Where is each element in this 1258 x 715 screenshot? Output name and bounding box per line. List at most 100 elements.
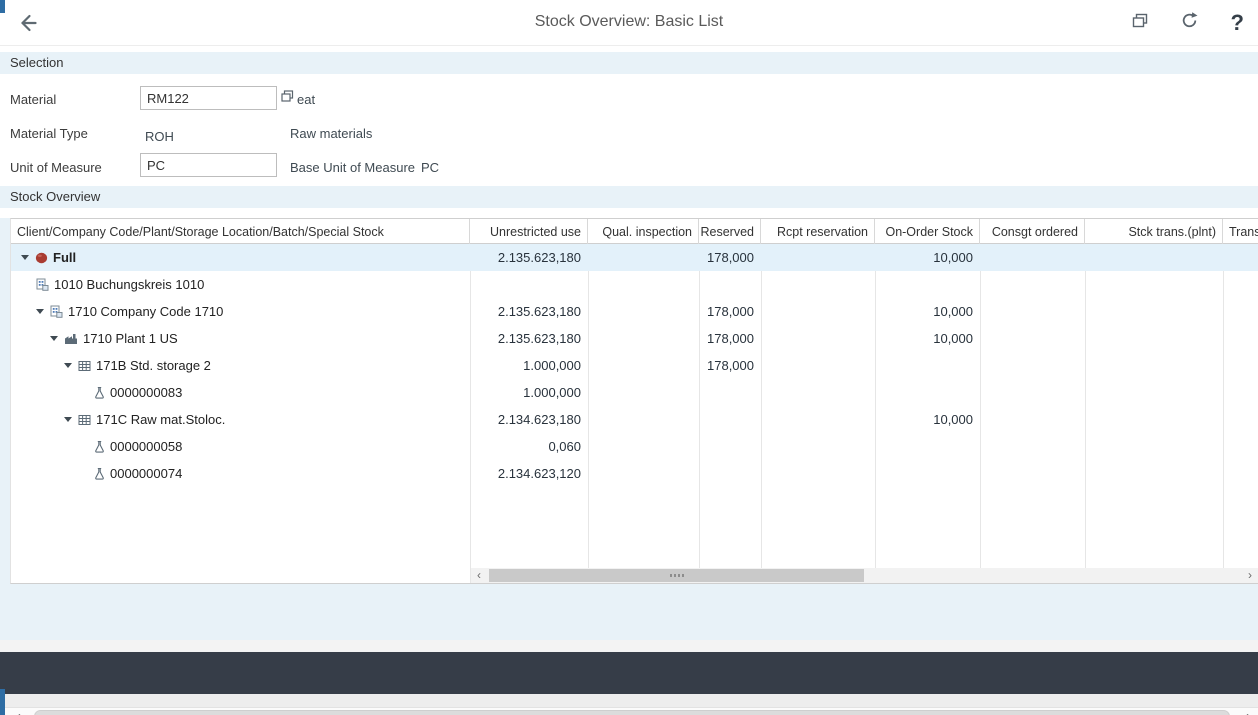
stock-overview-content: Client/Company Code/Plant/Storage Locati… — [0, 218, 1258, 640]
column-divider — [470, 244, 471, 568]
company-code-icon — [36, 278, 49, 291]
cell-reserved: 178,000 — [707, 358, 754, 373]
tree-node-label: 171C Raw mat.Stoloc. — [96, 412, 226, 427]
table-row[interactable]: 171C Raw mat.Stoloc. 2.134.623,180 10,00… — [11, 406, 1258, 433]
column-divider — [761, 244, 762, 568]
tree-node-label: Full — [53, 250, 77, 265]
material-type-value: ROH — [145, 129, 174, 144]
column-header-rcpt-reservation[interactable]: Rcpt reservation — [761, 219, 875, 244]
overlapping-windows-icon — [1132, 13, 1147, 28]
app-header: Stock Overview: Basic List ? — [0, 0, 1258, 46]
footer-bar — [0, 652, 1258, 694]
content-footer-strip — [0, 640, 1258, 652]
column-divider — [588, 244, 589, 568]
batch-icon — [94, 440, 105, 453]
tree-node-label: 1710 Company Code 1710 — [68, 304, 224, 319]
scroll-thumb[interactable] — [489, 569, 864, 582]
column-header-consgt-ordered[interactable]: Consgt ordered — [980, 219, 1085, 244]
tree-node-label: 171B Std. storage 2 — [96, 358, 211, 373]
client-icon — [35, 252, 48, 264]
table-row[interactable]: 1710 Plant 1 US 2.135.623,180 178,000 10… — [11, 325, 1258, 352]
collapse-arrow-icon[interactable] — [64, 417, 72, 422]
open-new-window-button[interactable] — [1132, 13, 1148, 33]
cell-unrestricted: 2.135.623,180 — [497, 331, 581, 346]
material-input[interactable] — [140, 86, 277, 110]
base-uom-value: PC — [421, 160, 440, 175]
cell-unrestricted: 1.000,000 — [523, 385, 581, 400]
column-header-trans[interactable]: Trans — [1229, 224, 1258, 239]
table-scroll-area: ‹ › — [11, 568, 1258, 583]
header-spacer — [0, 46, 1258, 52]
column-divider — [980, 244, 981, 568]
material-label: Material — [10, 92, 57, 107]
cell-on-order: 10,000 — [933, 412, 973, 427]
column-header-reserved[interactable]: Reserved — [699, 219, 761, 244]
uom-input[interactable] — [140, 153, 277, 177]
collapse-arrow-icon[interactable] — [50, 336, 58, 341]
column-header-hierarchy[interactable]: Client/Company Code/Plant/Storage Locati… — [11, 219, 470, 244]
footer-spacer — [0, 694, 1258, 707]
uom-label: Unit of Measure — [10, 160, 102, 175]
column-header-stck-trans[interactable]: Stck trans.(plnt) — [1085, 219, 1223, 244]
tree-node-label: 0000000083 — [110, 385, 183, 400]
plant-icon — [64, 333, 78, 345]
column-divider — [699, 244, 700, 568]
collapse-arrow-icon[interactable] — [64, 363, 72, 368]
cell-on-order: 10,000 — [933, 304, 973, 319]
stock-overview-section-header: Stock Overview — [0, 186, 1258, 208]
cell-unrestricted: 2.134.623,180 — [497, 412, 581, 427]
scroll-left-icon[interactable]: ‹ — [477, 568, 481, 582]
table-header-row: Client/Company Code/Plant/Storage Locati… — [11, 219, 1258, 244]
stock-table: Client/Company Code/Plant/Storage Locati… — [10, 218, 1258, 584]
window-edge-accent — [0, 689, 5, 715]
cell-unrestricted: 0,060 — [548, 439, 581, 454]
batch-icon — [94, 386, 105, 399]
header-actions: ? — [1132, 11, 1244, 35]
collapse-arrow-icon[interactable] — [21, 255, 29, 260]
table-row[interactable]: 0000000074 2.134.623,120 — [11, 460, 1258, 487]
table-row[interactable]: 1010 Buchungskreis 1010 — [11, 271, 1258, 298]
tree-node-label: 0000000058 — [110, 439, 183, 454]
material-type-label: Material Type — [10, 126, 88, 141]
cell-on-order: 10,000 — [933, 331, 973, 346]
back-arrow-icon — [21, 14, 37, 32]
table-row[interactable]: Full 2.135.623,180 178,000 10,000 — [11, 244, 1258, 271]
help-button[interactable]: ? — [1230, 10, 1244, 35]
column-divider — [875, 244, 876, 568]
storage-location-icon — [78, 414, 91, 426]
cell-unrestricted: 2.135.623,180 — [497, 250, 581, 265]
page-scroll-left-icon[interactable]: ‹ — [16, 708, 21, 715]
table-body: Full 2.135.623,180 178,000 10,000 — [11, 244, 1258, 568]
table-row[interactable]: 171B Std. storage 2 1.000,000 178,000 — [11, 352, 1258, 379]
base-uom-label: Base Unit of Measure — [290, 160, 416, 175]
table-row[interactable]: 1710 Company Code 1710 2.135.623,180 178… — [11, 298, 1258, 325]
tree-node-label: 1710 Plant 1 US — [83, 331, 178, 346]
table-hscrollbar[interactable]: ‹ › — [470, 568, 1258, 583]
refresh-icon — [1182, 12, 1198, 28]
page-title: Stock Overview: Basic List — [534, 13, 724, 30]
column-header-unrestricted[interactable]: Unrestricted use — [470, 219, 588, 244]
page-scroll-right-icon[interactable]: › — [1246, 708, 1251, 715]
storage-location-icon — [78, 360, 91, 372]
back-button[interactable] — [16, 12, 38, 39]
batch-icon — [94, 467, 105, 480]
cell-reserved: 178,000 — [707, 331, 754, 346]
page-scroll-thumb[interactable] — [34, 710, 1230, 715]
column-header-on-order[interactable]: On-Order Stock — [875, 219, 980, 244]
selection-form: Material eat Material Type ROH Raw mater… — [0, 74, 1258, 186]
table-row[interactable]: 0000000058 0,060 — [11, 433, 1258, 460]
collapse-arrow-icon[interactable] — [36, 309, 44, 314]
page-hscrollbar[interactable]: ‹ › — [0, 707, 1258, 715]
cell-unrestricted: 1.000,000 — [523, 358, 581, 373]
scroll-grip-icon — [669, 574, 684, 577]
cell-on-order: 10,000 — [933, 250, 973, 265]
cell-reserved: 178,000 — [707, 250, 754, 265]
column-header-qual-inspection[interactable]: Qual. inspection — [588, 219, 699, 244]
cell-unrestricted: 2.135.623,180 — [497, 304, 581, 319]
table-row[interactable]: 0000000083 1.000,000 — [11, 379, 1258, 406]
column-divider — [1223, 244, 1224, 568]
scroll-right-icon[interactable]: › — [1248, 568, 1252, 582]
refresh-button[interactable] — [1180, 11, 1199, 35]
value-help-icon[interactable] — [281, 90, 294, 108]
